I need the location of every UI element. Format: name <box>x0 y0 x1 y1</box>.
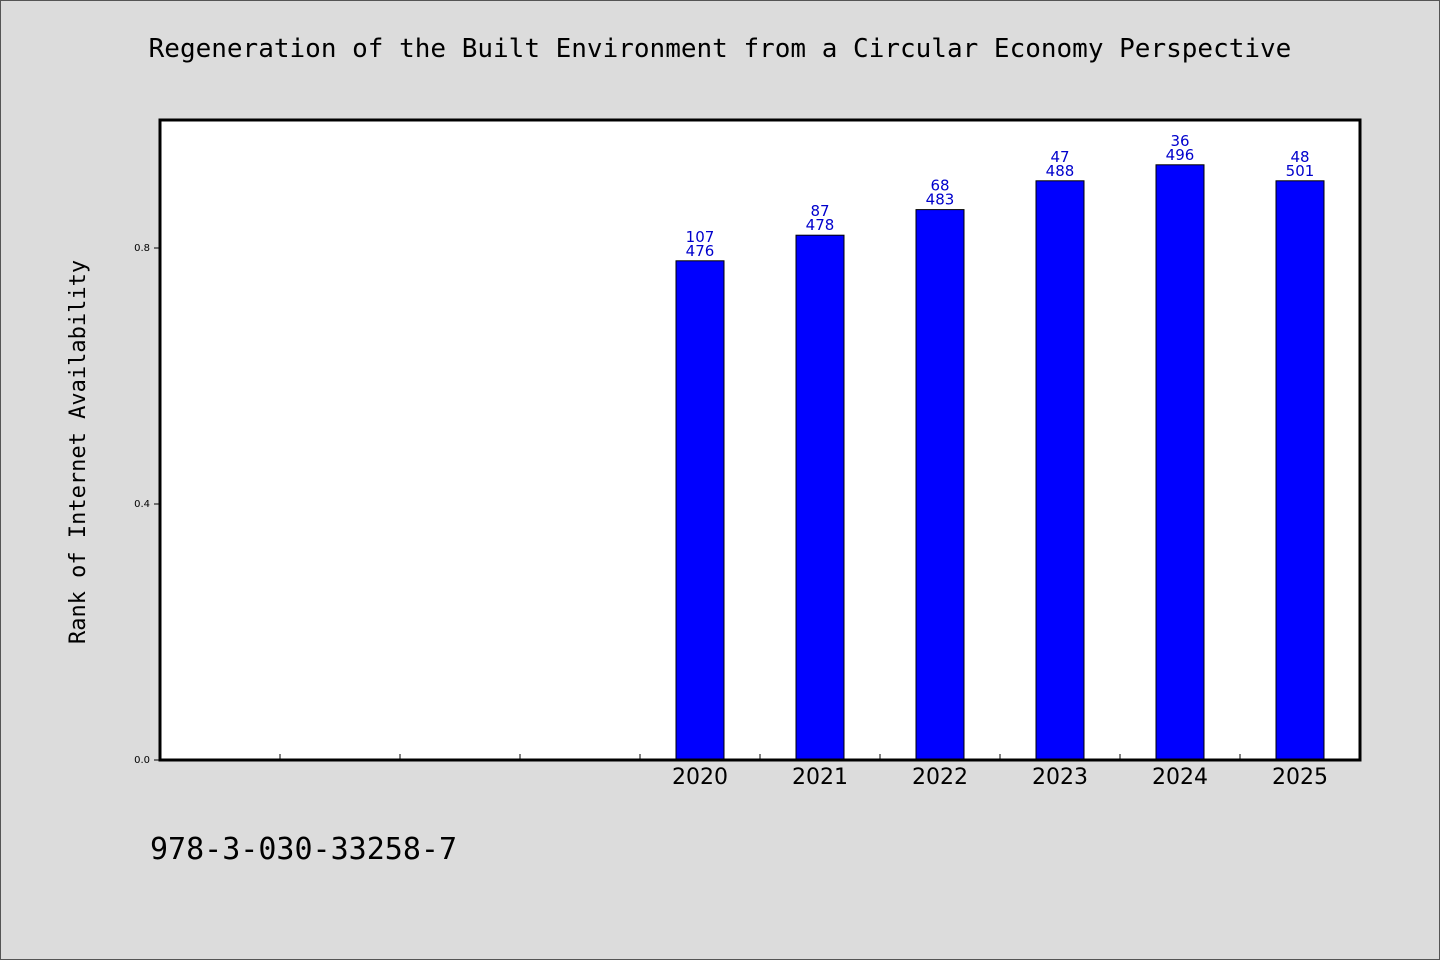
x-tick-label: 2020 <box>672 765 728 790</box>
bar-label-bottom: 501 <box>1286 162 1315 180</box>
bar <box>915 209 965 761</box>
bar-label-bottom: 488 <box>1046 162 1075 180</box>
x-tick-label: 2024 <box>1152 765 1208 790</box>
y-tick-label: 0.8 <box>134 243 150 254</box>
bar-label-top: 48 <box>1290 148 1309 166</box>
bar-label-top: 68 <box>930 177 949 195</box>
x-tick-label: 2022 <box>912 765 968 790</box>
bar-label-bottom: 496 <box>1166 146 1195 164</box>
plot-border <box>158 118 1362 762</box>
bar-label-bottom: 478 <box>806 216 835 234</box>
bar <box>1035 180 1085 761</box>
isbn-code: 978-3-030-33258-7 <box>150 832 458 867</box>
bar-label-bottom: 483 <box>926 191 955 209</box>
bar <box>675 260 725 761</box>
y-tick-label: 0.4 <box>134 499 150 510</box>
bar-label-top: 47 <box>1050 148 1069 166</box>
bar <box>1275 180 1325 761</box>
bar <box>795 234 845 761</box>
x-tick-label: 2023 <box>1032 765 1088 790</box>
x-tick-label: 2021 <box>792 765 848 790</box>
x-tick-label: 2025 <box>1272 765 1328 790</box>
y-axis-label: Rank of Internet Availability <box>66 260 91 644</box>
bar <box>1155 164 1205 761</box>
bar-label-bottom: 476 <box>686 242 715 260</box>
bar-label-top: 107 <box>686 228 715 246</box>
bar-label-top: 36 <box>1170 132 1189 150</box>
chart-title: Regeneration of the Built Environment fr… <box>148 34 1292 64</box>
bar-label-top: 87 <box>810 202 829 220</box>
y-tick-label: 0.0 <box>134 755 150 766</box>
